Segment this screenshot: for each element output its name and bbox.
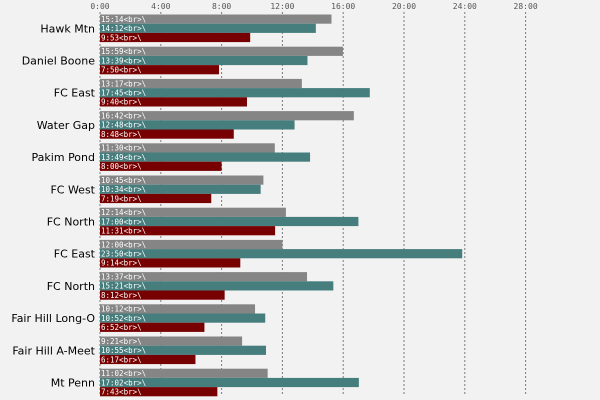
data-label: 8:12<br>\ xyxy=(101,291,142,300)
x-tick-label: 28:00 xyxy=(514,2,538,11)
bar xyxy=(100,97,247,107)
data-label: 15:59<br>\ xyxy=(101,47,146,56)
data-label: 12:14<br>\ xyxy=(101,208,146,217)
bar xyxy=(100,336,243,346)
category-label: Daniel Boone xyxy=(22,55,96,68)
bar xyxy=(100,377,359,388)
data-label: 10:55<br>\ xyxy=(101,346,146,355)
bar xyxy=(100,55,308,66)
bar xyxy=(100,129,234,139)
bar xyxy=(100,46,343,56)
bar xyxy=(100,120,295,130)
data-label: 10:12<br>\ xyxy=(101,305,146,314)
data-label: 8:00<br>\ xyxy=(101,162,142,171)
data-label: 8:48<br>\ xyxy=(101,130,142,139)
data-label: 17:45<br>\ xyxy=(101,89,146,98)
bar xyxy=(100,23,316,33)
x-tick-label: 8:00 xyxy=(212,2,231,11)
x-tick-label: 24:00 xyxy=(453,2,477,11)
bar xyxy=(100,322,205,332)
bar xyxy=(100,161,222,171)
bars xyxy=(100,14,463,397)
data-label: 12:48<br>\ xyxy=(101,121,146,130)
category-label: Hawk Mtn xyxy=(40,22,95,35)
data-label: 10:52<br>\ xyxy=(101,314,146,323)
category-label: FC North xyxy=(47,280,95,293)
category-label: FC North xyxy=(47,216,95,229)
data-label: 14:12<br>\ xyxy=(101,24,146,33)
category-label: FC East xyxy=(54,87,96,100)
bar xyxy=(100,78,302,89)
data-label: 13:49<br>\ xyxy=(101,153,146,162)
data-label: 10:45<br>\ xyxy=(101,176,146,185)
category-label: Water Gap xyxy=(37,119,95,132)
bar xyxy=(100,216,359,227)
x-axis-ticks: 0:00 4:00 8:00 12:00 16:00 20:00 24:00 28:00 xyxy=(90,2,537,11)
bar xyxy=(100,193,212,204)
grid-lines xyxy=(99,12,527,396)
category-label: Mt Penn xyxy=(51,377,95,390)
data-label: 15:14<br>\ xyxy=(101,15,146,24)
bar xyxy=(100,32,251,43)
data-label: 13:17<br>\ xyxy=(101,79,146,88)
bar xyxy=(100,239,283,250)
bar xyxy=(100,249,463,259)
bar xyxy=(100,354,196,365)
bar xyxy=(100,290,225,300)
data-label: 9:40<br>\ xyxy=(101,98,142,107)
bar xyxy=(100,368,268,378)
bar xyxy=(100,281,334,291)
bar xyxy=(100,88,370,98)
bar xyxy=(100,387,218,397)
data-label: 11:02<br>\ xyxy=(101,369,146,378)
bar xyxy=(100,304,256,314)
data-label: 7:43<br>\ xyxy=(101,388,142,397)
bar xyxy=(100,226,276,236)
bar xyxy=(100,175,264,185)
bar xyxy=(100,258,241,268)
data-labels: 15:14<br>\14:12<br>\9:53<br>\15:59<br>\1… xyxy=(101,15,146,397)
bar xyxy=(100,143,275,153)
data-label: 9:21<br>\ xyxy=(101,337,142,346)
data-label: 15:21<br>\ xyxy=(101,282,146,291)
category-label: Fair Hill Long-O xyxy=(11,312,95,325)
data-label: 7:50<br>\ xyxy=(101,66,142,75)
category-label: FC East xyxy=(54,248,96,261)
data-label: 9:14<br>\ xyxy=(101,259,142,268)
data-label: 11:31<br>\ xyxy=(101,227,146,236)
data-label: 10:34<br>\ xyxy=(101,185,146,194)
bar xyxy=(100,152,311,162)
category-label: Fair Hill A-Meet xyxy=(12,344,95,357)
bar xyxy=(100,313,266,323)
data-label: 13:37<br>\ xyxy=(101,273,146,282)
data-label: 23:50<br>\ xyxy=(101,250,146,259)
bar xyxy=(100,111,354,121)
data-label: 17:00<br>\ xyxy=(101,217,146,226)
bar xyxy=(100,207,286,217)
bar xyxy=(100,184,261,194)
data-label: 16:42<br>\ xyxy=(101,112,146,121)
data-label: 6:17<br>\ xyxy=(101,355,142,364)
data-label: 9:53<br>\ xyxy=(101,33,142,42)
data-label: 7:19<br>\ xyxy=(101,194,142,203)
category-label: Pakim Pond xyxy=(32,151,95,164)
bar xyxy=(100,272,308,282)
x-tick-label: 4:00 xyxy=(151,2,170,11)
x-tick-label: 20:00 xyxy=(392,2,416,11)
data-label: 6:52<br>\ xyxy=(101,323,142,332)
x-tick-label: 0:00 xyxy=(90,2,109,11)
category-labels: Hawk Mtn Daniel Boone FC East Water Gap Paki… xyxy=(11,22,95,389)
bar xyxy=(100,65,220,75)
data-label: 13:39<br>\ xyxy=(101,56,146,65)
data-label: 17:02<br>\ xyxy=(101,378,146,387)
data-label: 11:30<br>\ xyxy=(101,144,146,153)
category-label: FC West xyxy=(50,183,95,196)
bar xyxy=(100,14,332,24)
x-tick-label: 16:00 xyxy=(331,2,355,11)
data-label: 12:00<br>\ xyxy=(101,240,146,249)
x-tick-label: 12:00 xyxy=(270,2,294,11)
bar xyxy=(100,345,266,355)
